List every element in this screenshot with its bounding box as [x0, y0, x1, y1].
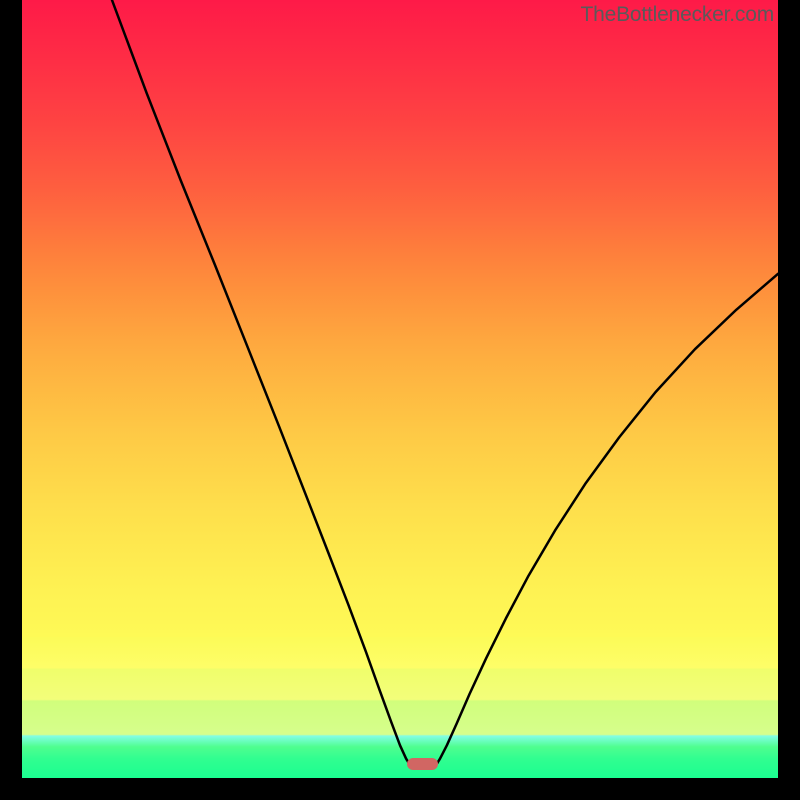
minimum-marker — [407, 758, 438, 770]
bottleneck-curve — [22, 0, 778, 778]
watermark-text: TheBottlenecker.com — [581, 3, 774, 27]
plot-area — [22, 0, 778, 778]
